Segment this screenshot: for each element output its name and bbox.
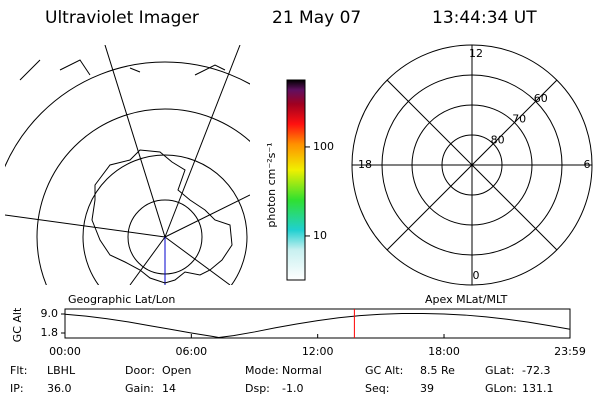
mlt-label: 18 (358, 158, 372, 171)
colorbar-tick-label: 100 (313, 140, 334, 153)
x-tick-label: 06:00 (175, 345, 207, 358)
field-label: Dsp: (245, 382, 270, 395)
field-label: Door: (125, 364, 155, 377)
field-value: -1.0 (282, 382, 303, 395)
lat-label: 70 (512, 113, 526, 126)
altitude-line (64, 312, 571, 338)
colorbar (286, 79, 306, 281)
colorbar-tick-label: 10 (313, 229, 327, 242)
plot-frame (64, 308, 571, 339)
field-value: 36.0 (47, 382, 72, 395)
field-value: LBHL (47, 364, 76, 377)
mlt-label: 12 (469, 47, 483, 60)
y-tick-label: 1.8 (41, 326, 59, 339)
field-value: 131.1 (522, 382, 554, 395)
field-label: GC Alt: (365, 364, 403, 377)
x-tick-label: 18:00 (428, 345, 460, 358)
y-tick-label: 9.0 (41, 307, 59, 320)
field-label: IP: (10, 382, 24, 395)
field-label: Seq: (365, 382, 389, 395)
colorbar-label: photon cm⁻²s⁻¹ (265, 142, 278, 227)
map-label: Geographic Lat/Lon (68, 293, 175, 306)
field-value: 14 (162, 382, 176, 395)
field-label: GLon: (485, 382, 517, 395)
field-label: GLat: (485, 364, 514, 377)
date: 21 May 07 (272, 8, 361, 28)
y-label: GC Alt (11, 307, 24, 342)
field-value: Open (162, 364, 191, 377)
field-value: Normal (282, 364, 322, 377)
geo-map (5, 45, 250, 285)
title: Ultraviolet Imager (45, 8, 199, 28)
x-tick-label: 00:00 (49, 345, 81, 358)
lat-label: 60 (534, 92, 548, 105)
polar-label: Apex MLat/MLT (425, 293, 508, 306)
polar-spoke (386, 79, 558, 251)
field-value: 8.5 Re (420, 364, 455, 377)
mlt-label: 6 (584, 158, 591, 171)
x-tick-label: 12:00 (302, 345, 334, 358)
mlt-label: 0 (473, 269, 480, 282)
time: 13:44:34 UT (432, 8, 537, 28)
field-label: Gain: (125, 382, 154, 395)
field-label: Flt: (10, 364, 27, 377)
x-tick-label: 23:59 (554, 345, 586, 358)
field-value: -72.3 (522, 364, 550, 377)
field-value: 39 (420, 382, 434, 395)
field-label: Mode: (245, 364, 279, 377)
